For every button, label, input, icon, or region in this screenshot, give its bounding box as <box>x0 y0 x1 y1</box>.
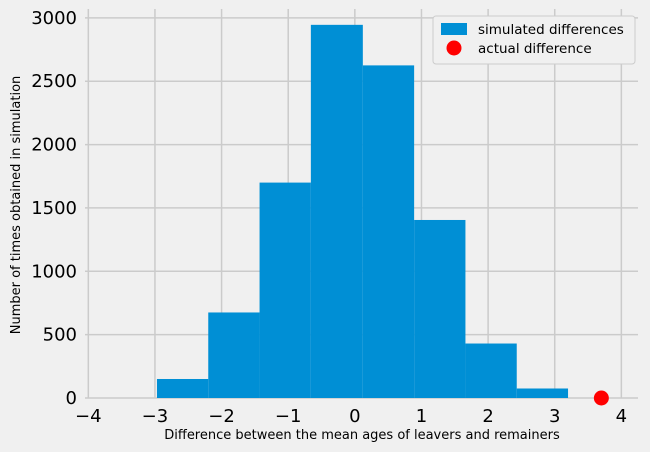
y-tick-label: 1500 <box>31 198 77 219</box>
histogram-bar <box>259 182 311 398</box>
x-tick-label: −3 <box>142 406 169 427</box>
y-tick-label: 0 <box>66 388 77 409</box>
x-axis-label: Difference between the mean ages of leav… <box>164 428 560 443</box>
y-axis-label: Number of times obtained in simulation <box>9 76 24 335</box>
histogram-bar <box>362 65 415 399</box>
legend-label-actual-difference: actual difference <box>478 41 592 57</box>
legend-box <box>432 15 636 65</box>
data-points <box>593 390 609 406</box>
legend-swatch-simulated-differences <box>441 23 467 35</box>
y-tick-label: 3000 <box>31 8 77 29</box>
legend-label-simulated-differences: simulated differences <box>478 22 624 38</box>
x-tick-label: 0 <box>349 406 360 427</box>
x-tick-label: −1 <box>275 406 302 427</box>
legend-marker-actual-difference <box>446 40 462 56</box>
y-tick-label: 2000 <box>31 135 77 156</box>
y-axis-tick-labels: 0 500 1000 1500 2000 2500 3000 <box>31 8 77 409</box>
actual-difference-point <box>593 390 609 406</box>
x-tick-label: 3 <box>549 406 560 427</box>
x-tick-label: 2 <box>482 406 493 427</box>
legend: simulated differences actual difference <box>432 15 636 65</box>
histogram-bar <box>208 312 260 398</box>
y-tick-label: 2500 <box>31 71 77 92</box>
histogram-bar <box>156 378 209 398</box>
y-tick-label: 1000 <box>31 261 77 282</box>
x-tick-label: 1 <box>416 406 427 427</box>
histogram-bars <box>156 24 569 399</box>
y-tick-label: 500 <box>43 325 77 346</box>
x-axis-tick-labels: −4 −3 −2 −1 0 1 2 3 4 <box>75 406 627 427</box>
x-tick-label: 4 <box>616 406 627 427</box>
x-tick-label: −2 <box>208 406 235 427</box>
histogram-bar <box>465 343 517 398</box>
histogram-bar <box>414 219 466 398</box>
x-tick-label: −4 <box>75 406 102 427</box>
histogram-bar <box>310 24 363 398</box>
histogram-bar <box>516 388 569 398</box>
